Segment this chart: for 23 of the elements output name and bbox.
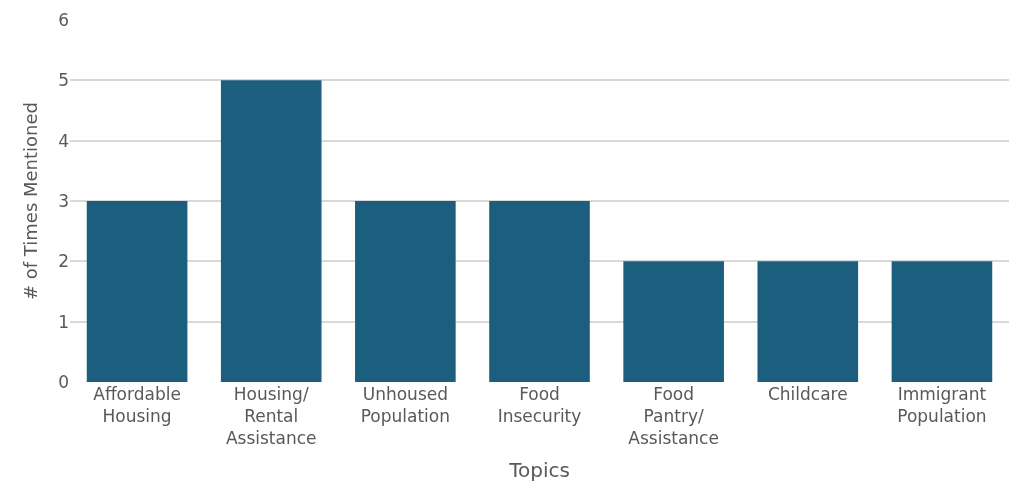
x-axis-title: Topics [508, 457, 570, 482]
y-axis-title: # of Times Mentioned [20, 101, 42, 301]
x-tick-label: Food Insecurity [497, 384, 582, 427]
bar [757, 261, 859, 382]
y-tick-label: 5 [58, 70, 69, 91]
y-tick-label: 2 [58, 251, 69, 272]
bar [623, 261, 724, 382]
y-tick-label: 6 [58, 9, 69, 30]
x-tick-label: Food Pantry/ Assistance [628, 384, 719, 449]
y-tick-label: 0 [58, 371, 69, 392]
x-tick-label: Unhoused Population [360, 384, 451, 427]
bar [355, 201, 456, 382]
x-tick-label: Affordable Housing [93, 384, 181, 427]
y-tick-label: 1 [58, 311, 69, 332]
bar [891, 261, 993, 382]
y-tick-label: 3 [58, 190, 69, 211]
bar [220, 80, 322, 382]
x-tick-label: Immigrant Population [897, 384, 987, 427]
x-tick-label: Childcare [767, 384, 848, 404]
bar [86, 201, 188, 382]
bar [489, 201, 590, 382]
x-tick-label: Housing/ Rental Assistance [225, 384, 317, 449]
y-tick-label: 4 [58, 130, 69, 151]
